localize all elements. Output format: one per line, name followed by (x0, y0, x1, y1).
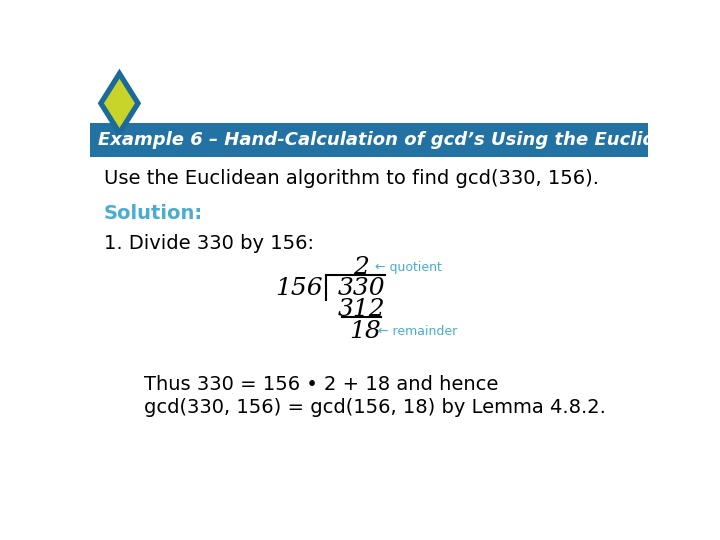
Text: ← quotient: ← quotient (375, 261, 442, 274)
Text: 156: 156 (275, 276, 323, 300)
Text: 2: 2 (354, 256, 369, 279)
Text: 330: 330 (338, 276, 385, 300)
Text: Use the Euclidean algorithm to find gcd(330, 156).: Use the Euclidean algorithm to find gcd(… (104, 169, 599, 188)
Text: Solution:: Solution: (104, 204, 203, 223)
Text: ← remainder: ← remainder (378, 325, 457, 338)
Text: 312: 312 (338, 298, 385, 321)
Text: Example 6 – Hand-Calculation of gcd’s Using the Euclidean Algorithm: Example 6 – Hand-Calculation of gcd’s Us… (98, 131, 720, 149)
Polygon shape (104, 79, 135, 128)
Text: 18: 18 (349, 320, 381, 343)
Text: gcd(330, 156) = gcd(156, 18) by Lemma 4.8.2.: gcd(330, 156) = gcd(156, 18) by Lemma 4.… (144, 398, 606, 417)
Text: 1. Divide 330 by 156:: 1. Divide 330 by 156: (104, 234, 314, 253)
Polygon shape (98, 69, 141, 138)
Text: Thus 330 = 156 • 2 + 18 and hence: Thus 330 = 156 • 2 + 18 and hence (144, 375, 499, 394)
FancyBboxPatch shape (90, 123, 648, 157)
